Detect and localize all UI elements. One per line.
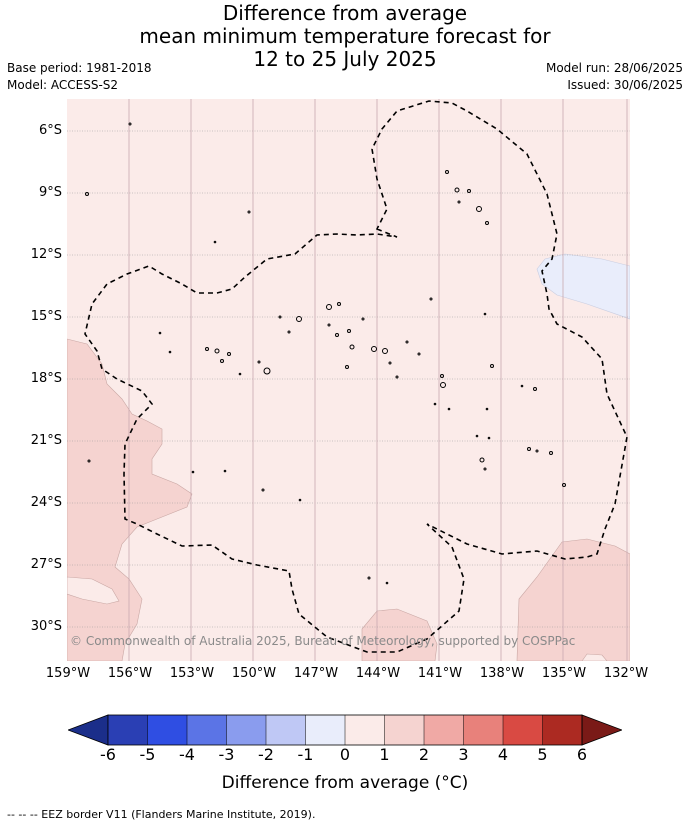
- longitude-label-135w: 135°W: [541, 666, 587, 681]
- anomaly-region-0-to-1-west-pocket: [67, 576, 120, 605]
- eez-border: [84, 100, 628, 653]
- latitude-label-21s: 21°S: [30, 433, 62, 448]
- colorbar-tick-label: 2: [418, 745, 430, 764]
- colorbar-extend-low: [66, 714, 109, 746]
- latitude-label-9s: 9°S: [38, 185, 62, 200]
- colorbar-tick-label: -4: [179, 745, 195, 764]
- colorbar-tick-label: 3: [458, 745, 469, 764]
- colorbar-graphic: [66, 714, 624, 746]
- longitude-label-156w: 156°W: [107, 666, 153, 681]
- colorbar-bin: [305, 715, 345, 745]
- colorbar-bin: [463, 715, 503, 745]
- islands: [85, 122, 566, 585]
- model-run-date: Model run: 28/06/2025: [545, 61, 683, 75]
- colorbar: [66, 714, 624, 746]
- longitude-label-141w: 141°W: [417, 666, 463, 681]
- anomaly-region-neg1-to-0: [536, 253, 630, 320]
- colorbar-bin: [424, 715, 464, 745]
- colorbar-tick-label: 1: [379, 745, 390, 764]
- model-name: Model: ACCESS-S2: [7, 78, 119, 92]
- title-line-2: mean minimum temperature forecast for: [139, 24, 551, 48]
- issued-date: Issued: 30/06/2025: [567, 78, 683, 92]
- anomaly-region-1-to-2-south: [361, 608, 438, 661]
- anomaly-region-0-to-1: [67, 99, 630, 661]
- colorbar-bin: [266, 715, 306, 745]
- anomaly-map: [67, 99, 630, 661]
- latitude-label-27s: 27°S: [30, 557, 62, 572]
- colorbar-title: Difference from average (°C): [221, 773, 469, 793]
- longitude-label-153w: 153°W: [169, 666, 215, 681]
- colorbar-dividers: [147, 715, 543, 745]
- colorbar-tick-label: 4: [497, 745, 509, 764]
- longitude-label-150w: 150°W: [231, 666, 277, 681]
- colorbar-bin: [542, 715, 582, 745]
- longitude-label-159w: 159°W: [45, 666, 91, 681]
- colorbar-extend-high: [581, 714, 624, 746]
- colorbar-bin: [108, 715, 148, 745]
- latitude-label-12s: 12°S: [30, 247, 62, 262]
- colorbar-tick-label: 0: [339, 745, 351, 764]
- anomaly-region-1-to-2-west: [67, 338, 193, 661]
- colorbar-tick-label: -3: [218, 745, 235, 764]
- colorbar-tick-label: -2: [258, 745, 274, 764]
- latitude-label-15s: 15°S: [30, 309, 62, 324]
- colorbar-tick-label: 5: [537, 745, 548, 764]
- colorbar-bin: [384, 715, 424, 745]
- latitude-label-30s: 30°S: [30, 619, 62, 634]
- map-metadata-left: Base period: 1981-2018 Model: ACCESS-S2: [7, 60, 152, 94]
- title-line-1: Difference from average: [222, 1, 468, 25]
- longitude-label-144w: 144°W: [355, 666, 401, 681]
- map-title: Difference from average mean minimum tem…: [0, 2, 690, 71]
- colorbar-bin: [345, 715, 385, 745]
- colorbar-tick-label: 6: [576, 745, 588, 764]
- map-panel: [67, 99, 630, 661]
- colorbar-tick-label: -6: [100, 745, 116, 764]
- colorbar-bin: [503, 715, 543, 745]
- colorbar-bin: [147, 715, 187, 745]
- latitude-label-18s: 18°S: [30, 371, 62, 386]
- colorbar-bin: [187, 715, 227, 745]
- longitude-label-147w: 147°W: [293, 666, 339, 681]
- longitude-label-132w: 132°W: [603, 666, 649, 681]
- anomaly-region-1-to-2-southeast: [516, 538, 630, 661]
- colorbar-tick-label: -5: [139, 745, 156, 764]
- colorbar-tick-label: -1: [297, 745, 314, 764]
- latitude-label-6s: 6°S: [38, 123, 62, 138]
- copyright-notice: © Commonwealth of Australia 2025, Bureau…: [70, 634, 576, 648]
- base-period: Base period: 1981-2018: [7, 61, 152, 75]
- anomaly-region-0-to-1-southeast-pocket: [581, 653, 608, 661]
- colorbar-bin: [226, 715, 266, 745]
- eez-source-note: -- -- -- EEZ border V11 (Flanders Marine…: [7, 808, 316, 821]
- longitude-gridlines: [128, 99, 628, 661]
- map-metadata-right: Model run: 28/06/2025 Issued: 30/06/2025: [546, 60, 683, 94]
- longitude-label-138w: 138°W: [479, 666, 525, 681]
- title-line-3: 12 to 25 July 2025: [253, 47, 437, 71]
- latitude-label-24s: 24°S: [30, 495, 62, 510]
